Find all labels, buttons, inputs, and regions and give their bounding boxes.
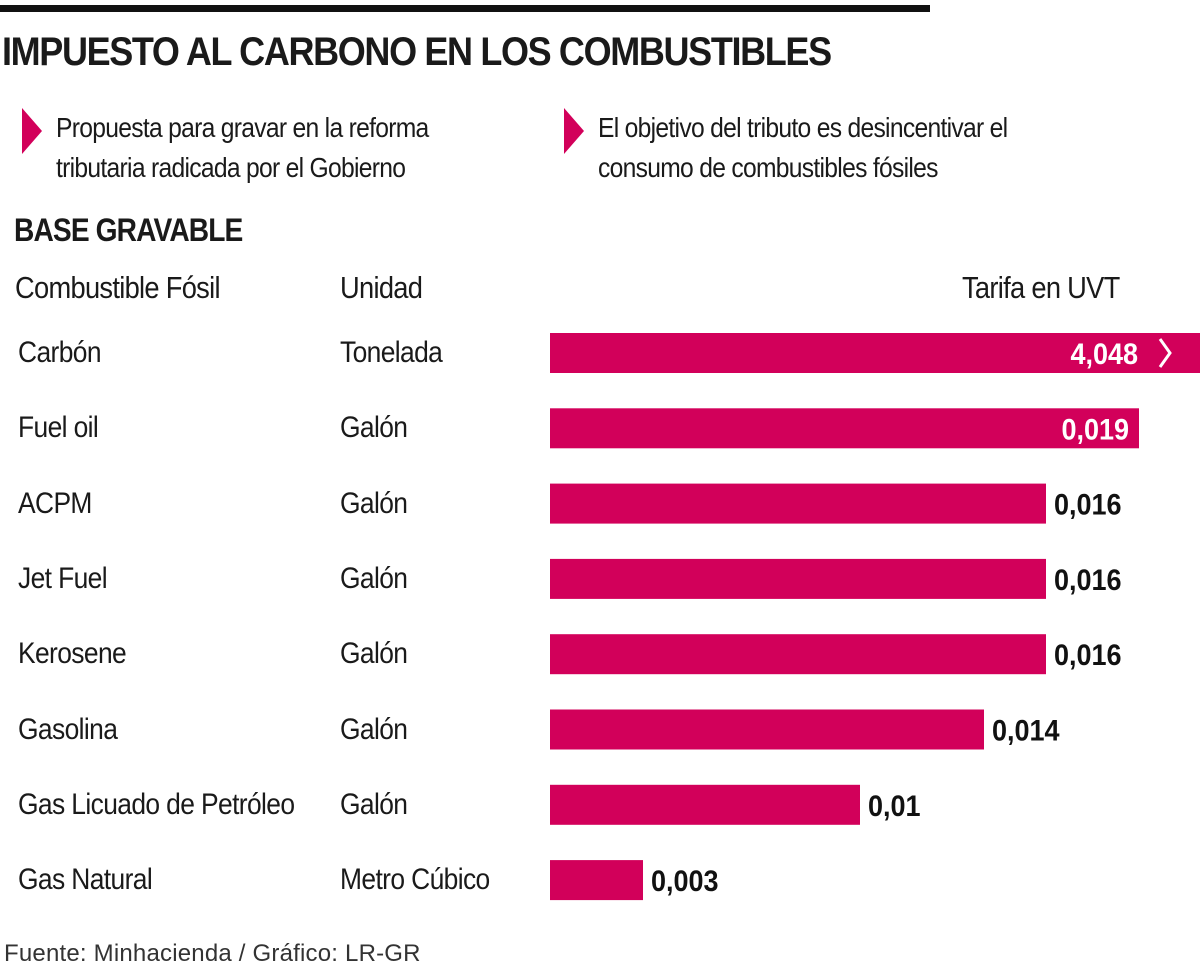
- fuel-name: Kerosene: [18, 637, 127, 671]
- header-rate: Tarifa en UVT: [962, 270, 1120, 305]
- fuel-unit: Galón: [340, 787, 408, 821]
- fuel-name: Carbón: [18, 336, 102, 369]
- note-1: Propuesta para gravar en la reforma trib…: [22, 108, 479, 188]
- fuel-name: Jet Fuel: [18, 561, 108, 595]
- bar: [550, 408, 1139, 449]
- bar: [550, 558, 1046, 599]
- fuel-unit: Metro Cúbico: [340, 863, 490, 897]
- note-1-line-2: tributaria radicada por el Gobierno: [56, 152, 406, 183]
- fuel-name: Fuel oil: [18, 411, 99, 445]
- triangle-bullet-icon: [22, 108, 42, 154]
- fuel-name: Gas Natural: [18, 863, 153, 897]
- bar-value-label: 0,019: [1061, 413, 1129, 447]
- bar-value-label: 0,016: [1054, 564, 1122, 598]
- bar: [550, 709, 984, 750]
- fuel-unit: Galón: [340, 637, 408, 671]
- bar: [550, 483, 1046, 524]
- note-2-line-1: El objetivo del tributo es desincentivar…: [598, 112, 1008, 143]
- top-rule: [0, 5, 930, 12]
- header-unit: Unidad: [340, 270, 423, 305]
- note-1-line-1: Propuesta para gravar en la reforma: [56, 112, 429, 143]
- header-fuel: Combustible Fósil: [15, 270, 221, 305]
- chart-title: IMPUESTO AL CARBONO EN LOS COMBUSTIBLES: [2, 30, 832, 74]
- triangle-bullet-icon: [564, 108, 584, 154]
- fuel-unit: Tonelada: [340, 336, 443, 369]
- fuel-unit: Galón: [340, 561, 408, 595]
- bar: [550, 333, 1200, 373]
- fuel-name: ACPM: [18, 486, 92, 520]
- fuel-name: Gas Licuado de Petróleo: [18, 787, 295, 821]
- fuel-unit: Galón: [340, 411, 408, 445]
- source-note: Fuente: Minhacienda / Gráfico: LR-GR: [4, 940, 421, 967]
- bar-value-label: 0,01: [868, 790, 921, 824]
- bar-value-label: 0,016: [1054, 639, 1122, 673]
- chevron-right-icon: [1158, 338, 1172, 368]
- bar: [550, 784, 860, 825]
- section-title: BASE GRAVABLE: [14, 212, 243, 248]
- fuel-name: Gasolina: [18, 712, 118, 746]
- fuel-unit: Galón: [340, 486, 408, 520]
- bar-value-label: 0,003: [651, 865, 719, 899]
- bar-value-label: 0,016: [1054, 488, 1122, 522]
- bar-value-label: 4,048: [1070, 338, 1138, 372]
- bar-value-label: 0,014: [992, 714, 1060, 748]
- fuel-unit: Galón: [340, 712, 408, 746]
- bar: [550, 860, 643, 901]
- note-2: El objetivo del tributo es desincentivar…: [564, 108, 1063, 188]
- bar: [550, 634, 1046, 675]
- note-2-line-2: consumo de combustibles fósiles: [598, 152, 938, 183]
